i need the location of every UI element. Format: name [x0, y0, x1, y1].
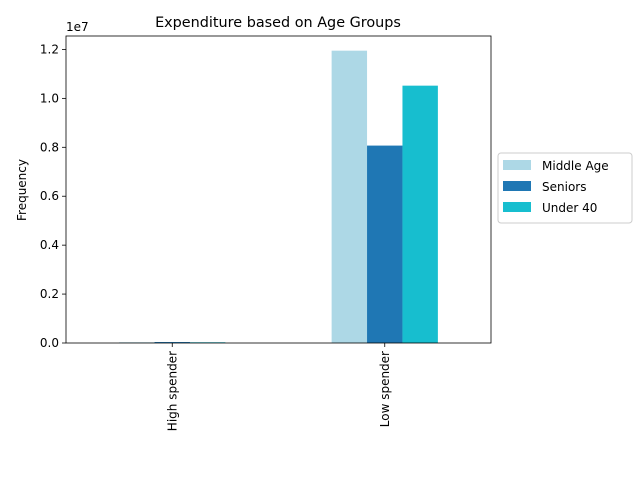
x-tick-label: Low spender [378, 351, 392, 427]
y-tick-label: 0.4 [40, 238, 59, 252]
bar-middle-age-low-spender [331, 50, 368, 344]
legend-swatch-under-40 [503, 202, 531, 212]
y-tick-label: 1.2 [40, 42, 59, 56]
x-tick-label: High spender [165, 351, 179, 431]
bar-seniors-low-spender [367, 145, 403, 343]
y-tick-label: 0.6 [40, 189, 59, 203]
legend-swatch-seniors [503, 181, 531, 191]
y-tick-label: 0.0 [40, 336, 59, 350]
legend-label: Under 40 [542, 201, 597, 215]
legend: Middle Age Seniors Under 40 [497, 152, 633, 224]
y-tick-label: 1.0 [40, 91, 59, 105]
bars-layer [119, 50, 438, 344]
bar-seniors-high-spender [154, 342, 190, 343]
y-tick-label: 0.2 [40, 287, 59, 301]
bar-under-40-low-spender [402, 85, 438, 343]
legend-swatch-middle-age [503, 160, 531, 170]
legend-label: Seniors [542, 180, 586, 194]
ticks-layer: High spender Low spender 0.0 0.2 0.4 0.6 0.8 1.… [40, 42, 392, 431]
legend-label: Middle Age [542, 159, 609, 173]
y-axis-offset-label: 1e7 [66, 20, 89, 34]
legend-box [497, 152, 633, 224]
chart-title: Expenditure based on Age Groups [155, 15, 401, 31]
y-tick-label: 0.8 [40, 140, 59, 154]
plot-frame [65, 35, 492, 344]
y-axis-label: Frequency [15, 159, 29, 221]
